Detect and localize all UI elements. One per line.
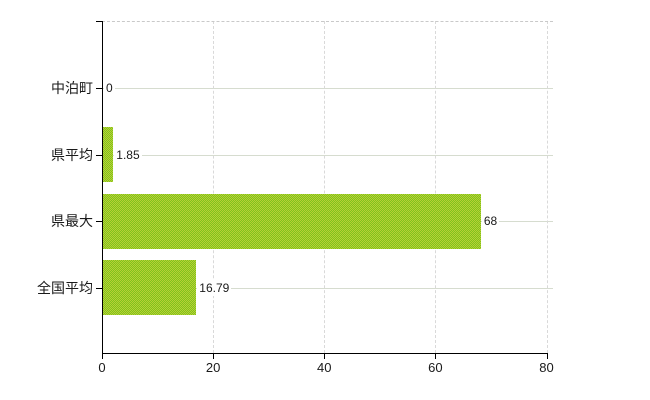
- x-tick-label: 60: [428, 360, 443, 375]
- category-label: 県平均: [51, 146, 93, 163]
- category-label: 県最大: [51, 213, 93, 229]
- value-label: 1.85: [114, 146, 142, 163]
- y-axis-tick: [96, 88, 102, 89]
- value-label: 16.79: [197, 279, 232, 296]
- y-axis: [102, 21, 103, 354]
- gridline-vertical: [435, 21, 437, 353]
- x-tick-label: 40: [317, 360, 332, 375]
- gridline-horizontal: [102, 287, 553, 289]
- gridline-vertical: [546, 21, 548, 353]
- category-label: 全国平均: [37, 279, 93, 296]
- x-tick-label: 20: [205, 360, 221, 375]
- y-axis-tick: [96, 221, 102, 222]
- x-axis-tick: [324, 354, 326, 359]
- gridline-horizontal: [102, 88, 553, 89]
- bar: [103, 127, 114, 182]
- x-axis-tick: [213, 354, 215, 359]
- x-axis-tick: [546, 354, 548, 359]
- x-axis-tick: [102, 354, 103, 359]
- y-axis-tick: [96, 154, 102, 156]
- bar: [103, 193, 481, 249]
- y-axis-tick: [96, 287, 102, 289]
- gridline-vertical: [324, 21, 326, 353]
- x-axis: [102, 353, 548, 354]
- x-axis-tick: [435, 354, 437, 359]
- gridline-horizontal: [102, 154, 553, 156]
- gridline-vertical: [213, 21, 215, 353]
- value-label: 0: [104, 80, 115, 96]
- category-label: 中泊町: [51, 80, 93, 96]
- x-tick-label: 80: [539, 360, 554, 375]
- bar: [103, 260, 197, 315]
- x-tick-label: 0: [98, 360, 106, 375]
- plot-border-top: [102, 21, 553, 22]
- value-label: 68: [481, 213, 500, 229]
- y-axis-end-tick: [96, 21, 102, 22]
